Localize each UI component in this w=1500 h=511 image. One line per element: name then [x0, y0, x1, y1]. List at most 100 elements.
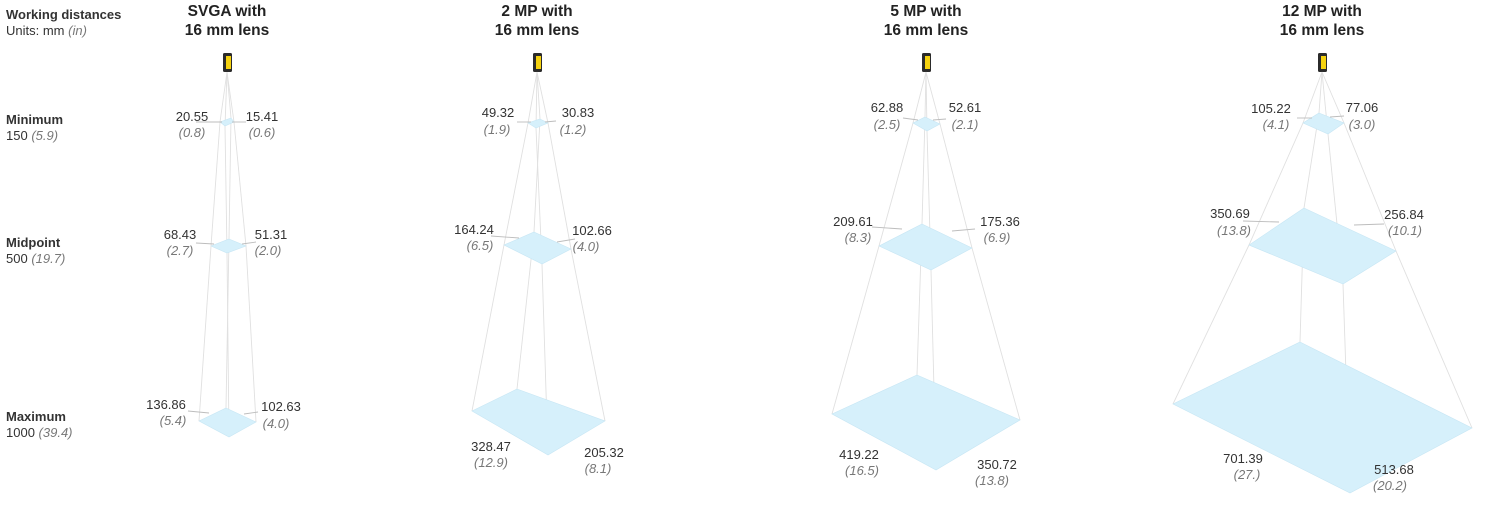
fov-width-in: (1.9) — [484, 122, 511, 137]
fov-width-in: (2.7) — [167, 243, 194, 258]
fov-width-in: (16.5) — [845, 463, 879, 478]
camera-svga: SVGA with 16 mm lens 20.55 (0.8) 15.41 (… — [146, 3, 301, 438]
fov-height-mm: 15.41 — [246, 109, 279, 124]
camera-2mp: 2 MP with 16 mm lens 49.32 (1.9) 30.83 (… — [454, 3, 624, 476]
camera-12mp: 12 MP with 16 mm lens 105.22 (4.1) 77.06… — [1172, 3, 1473, 494]
fov-width-mm: 419.22 — [839, 447, 879, 462]
fov-height-mm: 350.72 — [977, 457, 1017, 472]
fov-height-in: (2.0) — [255, 243, 282, 258]
fov-width-in: (0.8) — [179, 125, 206, 140]
distance-value: 500 (19.7) — [6, 251, 65, 266]
fov-midpoint: 209.61 (8.3) 175.36 (6.9) — [833, 214, 1020, 271]
distance-value: 1000 (39.4) — [6, 425, 73, 440]
fov-height-in: (10.1) — [1388, 223, 1422, 238]
header-title: Working distances — [6, 7, 121, 22]
fov-height-in: (3.0) — [1349, 117, 1376, 132]
distance-mm: 500 — [6, 251, 28, 266]
fov-width-mm: 350.69 — [1210, 206, 1250, 221]
fov-maximum: 419.22 (16.5) 350.72 (13.8) — [831, 374, 1021, 488]
fov-edge-lines — [471, 71, 606, 456]
distance-labels: Minimum 150 (5.9) Midpoint 500 (19.7) Ma… — [6, 112, 73, 440]
units-alt: (in) — [68, 23, 87, 38]
fov-width-in: (27.) — [1234, 467, 1261, 482]
distance-label: Maximum — [6, 409, 66, 424]
fov-height-in: (13.8) — [975, 473, 1009, 488]
distance-in: (19.7) — [31, 251, 65, 266]
fov-height-mm: 51.31 — [255, 227, 288, 242]
fov-plane — [1248, 207, 1397, 285]
camera-5mp: 5 MP with 16 mm lens 62.88 (2.5) 52.61 (… — [831, 3, 1021, 488]
fov-height-in: (20.2) — [1373, 478, 1407, 493]
fov-minimum: 62.88 (2.5) 52.61 (2.1) — [871, 100, 982, 132]
fov-midpoint: 350.69 (13.8) 256.84 (10.1) — [1210, 206, 1424, 285]
camera-icon — [223, 53, 232, 72]
distance-mm: 150 — [6, 128, 28, 143]
camera-icon — [1318, 53, 1327, 72]
header: Working distances Units: mm (in) — [6, 7, 121, 38]
fov-height-mm: 256.84 — [1384, 207, 1424, 222]
camera-icon — [533, 53, 542, 72]
fov-height-mm: 52.61 — [949, 100, 982, 115]
fov-height-in: (6.9) — [984, 230, 1011, 245]
camera-title-line1: 12 MP with — [1282, 3, 1362, 20]
fov-height-mm: 175.36 — [980, 214, 1020, 229]
fov-minimum: 49.32 (1.9) 30.83 (1.2) — [482, 105, 595, 137]
fov-plane — [210, 238, 247, 254]
distance-label: Midpoint — [6, 235, 61, 250]
fov-edge-lines — [198, 71, 257, 438]
fov-height-mm: 205.32 — [584, 445, 624, 460]
fov-width-in: (2.5) — [874, 117, 901, 132]
fov-height-in: (8.1) — [585, 461, 612, 476]
camera-title-line2: 16 mm lens — [495, 22, 579, 39]
fov-plane — [912, 116, 941, 132]
distance-in: (39.4) — [39, 425, 73, 440]
fov-height-in: (0.6) — [249, 125, 276, 140]
distance-midpoint: Midpoint 500 (19.7) — [6, 235, 65, 266]
fov-plane — [198, 407, 257, 438]
fov-plane — [878, 223, 973, 271]
distance-label: Minimum — [6, 112, 63, 127]
fov-width-mm: 209.61 — [833, 214, 873, 229]
fov-width-in: (8.3) — [845, 230, 872, 245]
fov-width-mm: 20.55 — [176, 109, 209, 124]
camera-title-line2: 16 mm lens — [185, 22, 269, 39]
fov-width-in: (12.9) — [474, 455, 508, 470]
fov-height-mm: 102.63 — [261, 399, 301, 414]
fov-plane — [503, 231, 572, 265]
distance-minimum: Minimum 150 (5.9) — [6, 112, 63, 143]
units-label: Units: mm — [6, 23, 65, 38]
fov-height-mm: 30.83 — [562, 105, 595, 120]
fov-width-in: (4.1) — [1263, 117, 1290, 132]
distance-mm: 1000 — [6, 425, 35, 440]
fov-plane — [527, 118, 549, 129]
distance-maximum: Maximum 1000 (39.4) — [6, 409, 73, 440]
fov-height-mm: 102.66 — [572, 223, 612, 238]
camera-title-line1: 5 MP with — [890, 3, 961, 20]
fov-width-mm: 68.43 — [164, 227, 197, 242]
fov-width-mm: 62.88 — [871, 100, 904, 115]
fov-minimum: 105.22 (4.1) 77.06 (3.0) — [1251, 100, 1378, 135]
fov-midpoint: 164.24 (6.5) 102.66 (4.0) — [454, 222, 612, 265]
fov-width-in: (6.5) — [467, 238, 494, 253]
fov-height-in: (4.0) — [573, 239, 600, 254]
camera-title-line1: SVGA with — [188, 3, 267, 20]
fov-width-mm: 328.47 — [471, 439, 511, 454]
fov-minimum: 20.55 (0.8) 15.41 (0.6) — [176, 109, 279, 140]
fov-width-mm: 49.32 — [482, 105, 515, 120]
camera-title-line2: 16 mm lens — [884, 22, 968, 39]
fov-width-in: (13.8) — [1217, 223, 1251, 238]
fov-maximum: 136.86 (5.4) 102.63 (4.0) — [146, 397, 301, 438]
distance-in: (5.9) — [31, 128, 58, 143]
fov-height-in: (4.0) — [263, 416, 290, 431]
fov-width-in: (5.4) — [160, 413, 187, 428]
fov-maximum: 328.47 (12.9) 205.32 (8.1) — [471, 388, 624, 476]
fov-height-in: (1.2) — [560, 122, 587, 137]
fov-width-mm: 701.39 — [1223, 451, 1263, 466]
header-units: Units: mm (in) — [6, 23, 87, 38]
fov-plane — [1302, 112, 1345, 135]
fov-plane — [831, 374, 1021, 471]
fov-maximum: 701.39 (27.) 513.68 (20.2) — [1172, 341, 1473, 494]
camera-icon — [922, 53, 931, 72]
camera-title-line1: 2 MP with — [501, 3, 572, 20]
